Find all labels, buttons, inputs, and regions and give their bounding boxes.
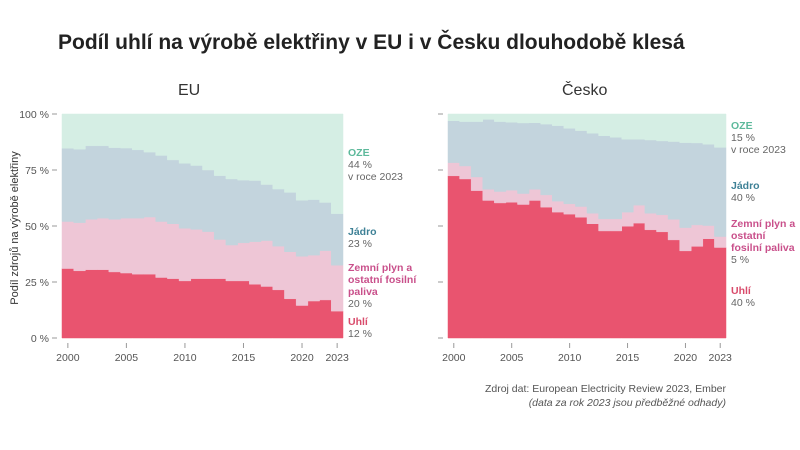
label-cz-jadro: Jádro 40 % [731, 180, 760, 204]
x-tick-label: 2020 [674, 352, 698, 364]
label-eu-uhli: Uhlí 12 % [348, 316, 372, 340]
panel-title-eu: EU [178, 82, 201, 99]
x-tick-label: 2010 [173, 352, 197, 364]
x-tick-label: 2000 [442, 352, 466, 364]
x-tick-label: 2023 [325, 352, 349, 364]
y-tick-label: 0 % [31, 333, 49, 345]
x-tick-label: 2020 [290, 352, 314, 364]
x-tick-label: 2015 [616, 352, 640, 364]
x-tick-label: 2010 [558, 352, 582, 364]
label-eu-plyn: Zemní plyn a ostatní fosilní paliva 20 % [348, 262, 417, 310]
x-tick-label: 2005 [500, 352, 524, 364]
y-tick-label: 50 % [25, 221, 49, 233]
area-cz-oze [447, 113, 727, 148]
y-tick-label: 100 % [19, 109, 49, 121]
label-eu-oze: OZE 44 % v roce 2023 [348, 147, 403, 183]
source-text: Zdroj dat: European Electricity Review 2… [484, 383, 726, 395]
chart-title: Podíl uhlí na výrobě elektřiny v EU i v … [58, 31, 685, 54]
x-tick-label: 2005 [115, 352, 139, 364]
label-cz-oze: OZE 15 % v roce 2023 [731, 120, 786, 156]
x-tick-label: 2000 [56, 352, 80, 364]
label-cz-uhli: Uhlí 40 % [731, 285, 755, 309]
area-eu-oze [61, 113, 344, 214]
label-eu-jadro: Jádro 23 % [348, 226, 377, 250]
x-tick-label: 2023 [709, 352, 733, 364]
source-disclaimer: (data za rok 2023 jsou předběžné odhady) [528, 397, 726, 409]
y-tick-label: 25 % [25, 277, 49, 289]
panel-title-cesko: Česko [562, 82, 608, 99]
source-note: Zdroj dat: European Electricity Review 2… [485, 382, 726, 410]
y-tick-label: 75 % [25, 165, 49, 177]
label-cz-plyn: Zemní plyn a ostatní fosilní paliva 5 % [731, 218, 796, 266]
x-tick-label: 2015 [232, 352, 256, 364]
